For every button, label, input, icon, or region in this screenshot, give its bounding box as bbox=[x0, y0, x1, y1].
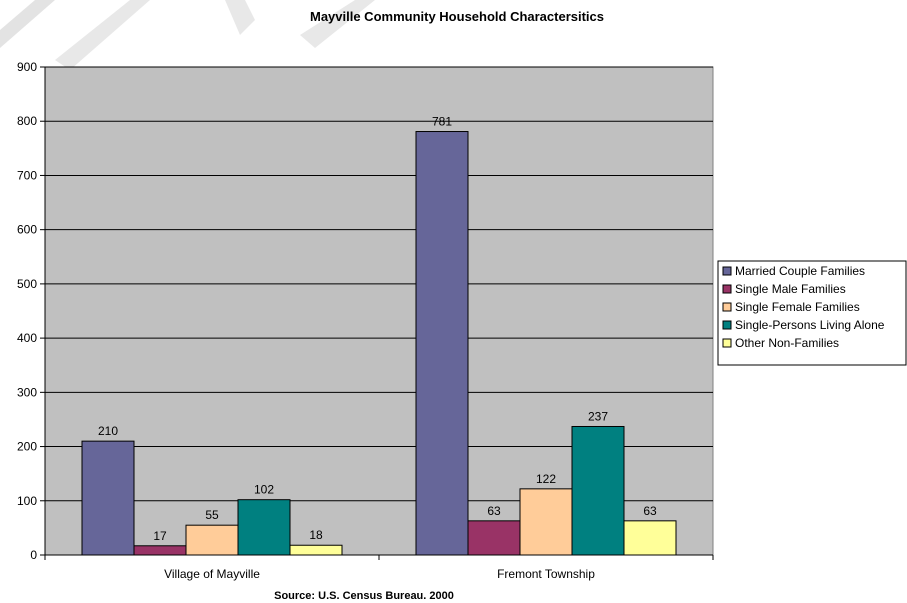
y-tick-label: 100 bbox=[17, 494, 37, 508]
data-label: 63 bbox=[643, 504, 657, 518]
data-label: 210 bbox=[98, 424, 118, 438]
bar bbox=[415, 131, 469, 556]
y-tick-label: 200 bbox=[17, 440, 37, 454]
chart-footer: Source: U.S. Census Bureau. 2000 bbox=[274, 590, 454, 602]
watermark-stroke bbox=[0, 0, 55, 48]
data-label: 102 bbox=[254, 483, 274, 497]
plot-area bbox=[44, 66, 714, 556]
bar bbox=[185, 524, 239, 556]
bars bbox=[81, 131, 677, 556]
watermark-stroke bbox=[300, 0, 375, 48]
data-label: 17 bbox=[153, 529, 167, 543]
legend-swatch bbox=[722, 302, 732, 312]
data-label: 63 bbox=[487, 504, 501, 518]
x-category-label: Village of Mayville bbox=[164, 567, 260, 581]
bar bbox=[467, 520, 521, 556]
legend-swatch bbox=[722, 284, 732, 294]
data-label: 18 bbox=[309, 528, 323, 542]
bar bbox=[81, 440, 135, 556]
y-tick-label: 900 bbox=[17, 60, 37, 74]
bar bbox=[571, 425, 625, 556]
watermark-stroke bbox=[55, 0, 150, 70]
bar bbox=[519, 488, 573, 556]
y-tick-label: 600 bbox=[17, 223, 37, 237]
bar bbox=[237, 499, 291, 556]
bar bbox=[133, 545, 187, 556]
legend-swatch bbox=[722, 338, 732, 348]
legend-label: Married Couple Families bbox=[735, 264, 865, 278]
bar bbox=[623, 520, 677, 556]
axes: 0 100 200 300 400 500 600 700 800 900 Village of M… bbox=[17, 60, 714, 581]
data-label: 122 bbox=[536, 472, 556, 486]
data-labels: 210 17 55 102 18 781 63 122 237 63 bbox=[98, 115, 657, 543]
y-tick-label: 0 bbox=[30, 548, 37, 562]
y-tick-label: 700 bbox=[17, 168, 37, 182]
y-tick-label: 300 bbox=[17, 385, 37, 399]
legend: Married Couple Families Single Male Famil… bbox=[717, 260, 907, 366]
legend-swatch bbox=[722, 320, 732, 330]
y-tick-label: 800 bbox=[17, 114, 37, 128]
data-label: 55 bbox=[205, 508, 219, 522]
x-category-label: Fremont Township bbox=[497, 567, 595, 581]
legend-label: Single Female Families bbox=[735, 300, 860, 314]
chart-title: Mayville Community Household Charactersi… bbox=[310, 9, 604, 24]
watermark-stroke bbox=[225, 0, 255, 35]
bar bbox=[289, 544, 343, 556]
legend-label: Single Male Families bbox=[735, 282, 846, 296]
legend-box bbox=[717, 260, 907, 366]
y-tick-label: 500 bbox=[17, 277, 37, 291]
data-label: 781 bbox=[432, 115, 452, 129]
y-tick-label: 400 bbox=[17, 331, 37, 345]
legend-swatch bbox=[722, 266, 732, 276]
data-label: 237 bbox=[588, 409, 608, 423]
legend-label: Other Non-Families bbox=[735, 336, 839, 350]
legend-label: Single-Persons Living Alone bbox=[735, 318, 885, 332]
